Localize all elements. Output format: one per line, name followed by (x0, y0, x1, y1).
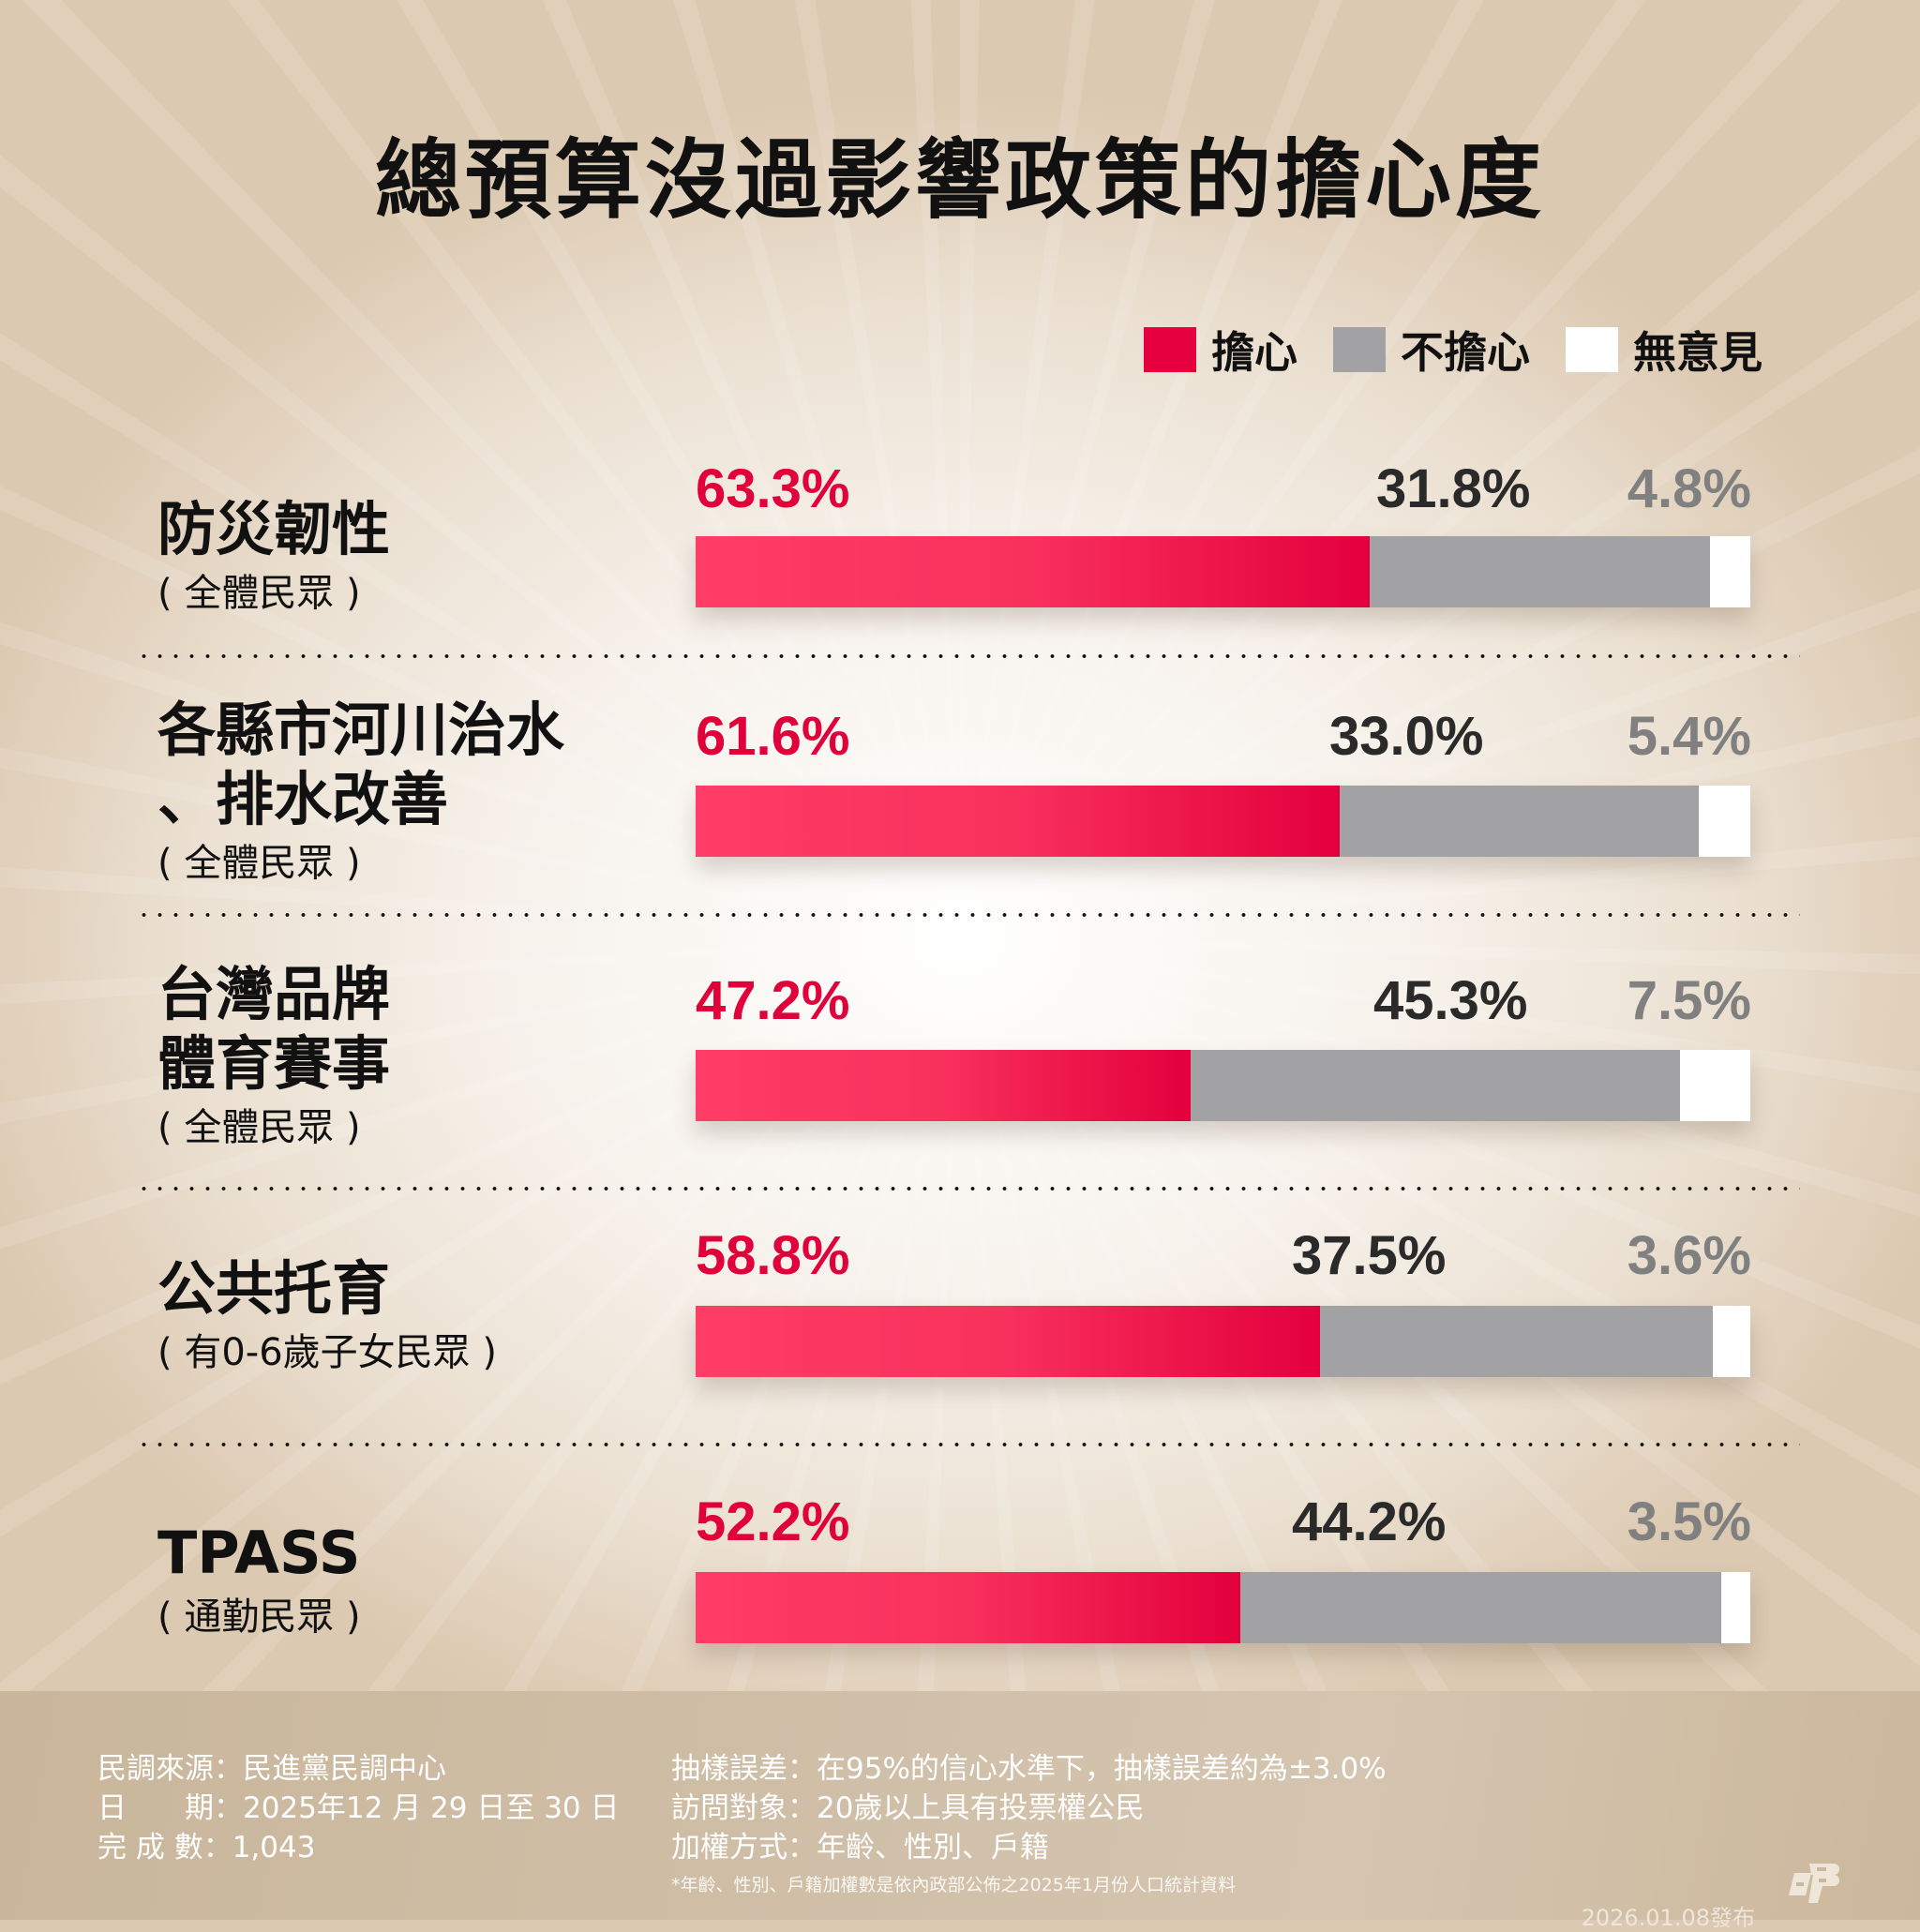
stacked-bar (696, 1050, 1750, 1121)
row-subtitle: ( 全體民眾 ) (158, 572, 361, 615)
legend-label: 擔心 (1211, 327, 1298, 378)
row-subtitle: ( 全體民眾 ) (158, 1106, 361, 1149)
bar-segment-not-worried (1190, 1050, 1680, 1121)
legend-item-not-worried: 不擔心 (1333, 319, 1530, 381)
legend-item-no-opinion: 無意見 (1566, 319, 1762, 381)
bar-segment-worried (696, 1572, 1240, 1643)
stacked-bar (696, 1306, 1750, 1377)
pct-no-opinion: 7.5% (1627, 970, 1751, 1031)
pct-worried: 61.6% (696, 706, 850, 767)
survey-source: 民調來源：民進黨民調中心 (98, 1752, 446, 1786)
chart-title: 總預算沒過影響政策的擔心度 (374, 130, 1545, 231)
survey-info-left: 民調來源：民進黨民調中心 日 期：2025年12 月 29 日至 30 日 完 … (98, 1749, 620, 1867)
bar-segment-worried (696, 1306, 1320, 1377)
bar-segment-no-opinion (1720, 1572, 1750, 1643)
legend-item-worried: 擔心 (1144, 319, 1298, 381)
bar-segment-not-worried (1239, 1572, 1721, 1643)
pct-worried: 58.8% (696, 1225, 850, 1286)
legend-label: 不擔心 (1401, 327, 1530, 378)
pct-worried: 52.2% (696, 1491, 850, 1552)
pct-not-worried: 45.3% (1373, 970, 1528, 1031)
stacked-bar (696, 1572, 1750, 1643)
row-subtitle: ( 通勤民眾 ) (158, 1595, 361, 1639)
pct-no-opinion: 4.8% (1627, 458, 1751, 519)
dpp-logo-icon (1785, 1856, 1841, 1907)
bar-segment-worried (696, 1050, 1191, 1121)
survey-target: 訪問對象：20歲以上具有投票權公民 (671, 1791, 1145, 1825)
row-divider (136, 654, 1800, 658)
row-divider (136, 1443, 1800, 1446)
row-label-river-management: 各縣市河川治水 、排水改善 ( 全體民眾 ) (158, 696, 564, 889)
pct-worried: 63.3% (696, 458, 850, 519)
row-divider (136, 913, 1800, 917)
pct-not-worried: 33.0% (1329, 706, 1484, 767)
bar-segment-no-opinion (1710, 536, 1750, 607)
legend-swatch-worried (1144, 327, 1196, 372)
stacked-bar (696, 536, 1750, 607)
row-divider (136, 1187, 1800, 1191)
row-title: 、排水改善 (158, 765, 449, 833)
survey-date: 日 期：2025年12 月 29 日至 30 日 (98, 1791, 620, 1825)
row-subtitle: ( 全體民眾 ) (158, 842, 361, 885)
row-label-tpass: TPASS ( 通勤民眾 ) (158, 1519, 361, 1642)
row-subtitle: ( 有0-6歲子女民眾 ) (158, 1331, 497, 1374)
row-title: TPASS (158, 1519, 361, 1587)
pct-worried: 47.2% (696, 970, 850, 1031)
survey-footnote: *年齡、性別、戶籍加權數是依內政部公佈之2025年1月份人口統計資料 (671, 1875, 1236, 1895)
legend-label: 無意見 (1633, 327, 1762, 378)
survey-weighting: 加權方式：年齡、性別、戶籍 (671, 1831, 1049, 1865)
bar-segment-worried (696, 786, 1341, 857)
pct-not-worried: 31.8% (1376, 458, 1531, 519)
pct-no-opinion: 5.4% (1627, 706, 1751, 767)
bar-segment-not-worried (1340, 786, 1699, 857)
row-label-disaster-resilience: 防災韌性 ( 全體民眾 ) (158, 495, 390, 619)
publish-date: 2026.01.08發布 (1581, 1905, 1755, 1931)
pct-no-opinion: 3.5% (1627, 1491, 1751, 1552)
footer-panel: 民調來源：民進黨民調中心 日 期：2025年12 月 29 日至 30 日 完 … (0, 1691, 1920, 1920)
pct-not-worried: 37.5% (1292, 1225, 1447, 1286)
bar-segment-not-worried (1320, 1306, 1713, 1377)
row-title: 公共托育 (158, 1254, 391, 1323)
survey-sample-size: 完 成 數：1,043 (98, 1831, 316, 1865)
legend: 擔心 不擔心 無意見 (1108, 319, 1762, 381)
bar-segment-not-worried (1369, 536, 1711, 607)
row-title: 台灣品牌 (158, 960, 391, 1028)
legend-swatch-not-worried (1333, 327, 1386, 372)
row-label-taiwan-sports-events: 台灣品牌 體育賽事 ( 全體民眾 ) (158, 960, 390, 1153)
legend-swatch-no-opinion (1566, 327, 1618, 372)
survey-info-right: 抽樣誤差：在95%的信心水準下，抽樣誤差約為±3.0% 訪問對象：20歲以上具有… (671, 1749, 1387, 1899)
row-title: 各縣市河川治水 (158, 696, 565, 764)
bar-segment-worried (696, 536, 1370, 607)
bar-segment-no-opinion (1679, 1050, 1750, 1121)
row-label-public-childcare: 公共托育 ( 有0-6歲子女民眾 ) (158, 1254, 497, 1378)
stacked-bar (696, 786, 1750, 857)
pct-no-opinion: 3.6% (1627, 1225, 1751, 1286)
bar-segment-no-opinion (1712, 1306, 1750, 1377)
pct-not-worried: 44.2% (1292, 1491, 1447, 1552)
row-title: 防災韌性 (158, 495, 391, 563)
row-title: 體育賽事 (158, 1029, 391, 1098)
survey-margin-of-error: 抽樣誤差：在95%的信心水準下，抽樣誤差約為±3.0% (671, 1752, 1387, 1786)
bar-segment-no-opinion (1698, 786, 1750, 857)
